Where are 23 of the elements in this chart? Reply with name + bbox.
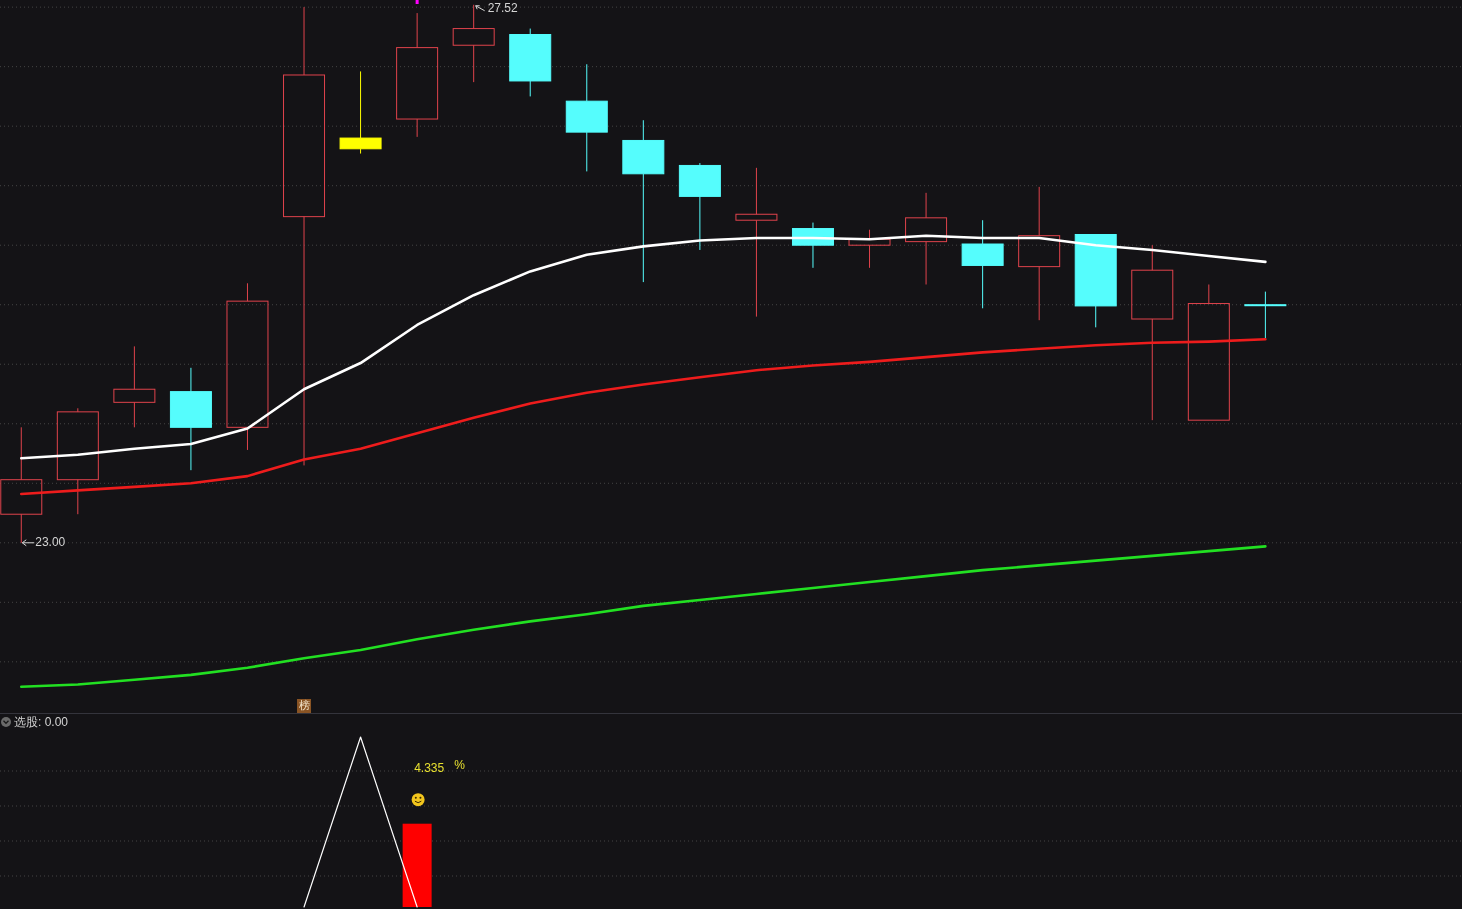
candlestick: [283, 6, 326, 466]
candlestick: [1018, 186, 1061, 321]
candlestick: [735, 167, 778, 318]
candlestick: [565, 63, 608, 172]
annotation: %: [454, 757, 466, 772]
candlestick: [622, 119, 665, 283]
annotation: 23.00: [35, 534, 66, 549]
candlestick: [905, 192, 948, 285]
candlestick: [1187, 283, 1230, 421]
candlestick: [56, 407, 99, 515]
annotation: 27.52: [487, 0, 519, 15]
chart-title: 选股: 0.00: [14, 714, 69, 729]
candlestick: [961, 219, 1004, 309]
candlestick: [396, 12, 439, 138]
candlestick: [226, 282, 269, 451]
candlestick: [169, 367, 212, 471]
candlestick: [339, 70, 382, 155]
candlestick: [1131, 244, 1174, 421]
candlestick: [678, 162, 721, 251]
candlestick: [509, 28, 552, 97]
candlestick: [1244, 291, 1287, 339]
candlestick: [113, 345, 156, 428]
annotation: 4.335: [414, 760, 445, 775]
